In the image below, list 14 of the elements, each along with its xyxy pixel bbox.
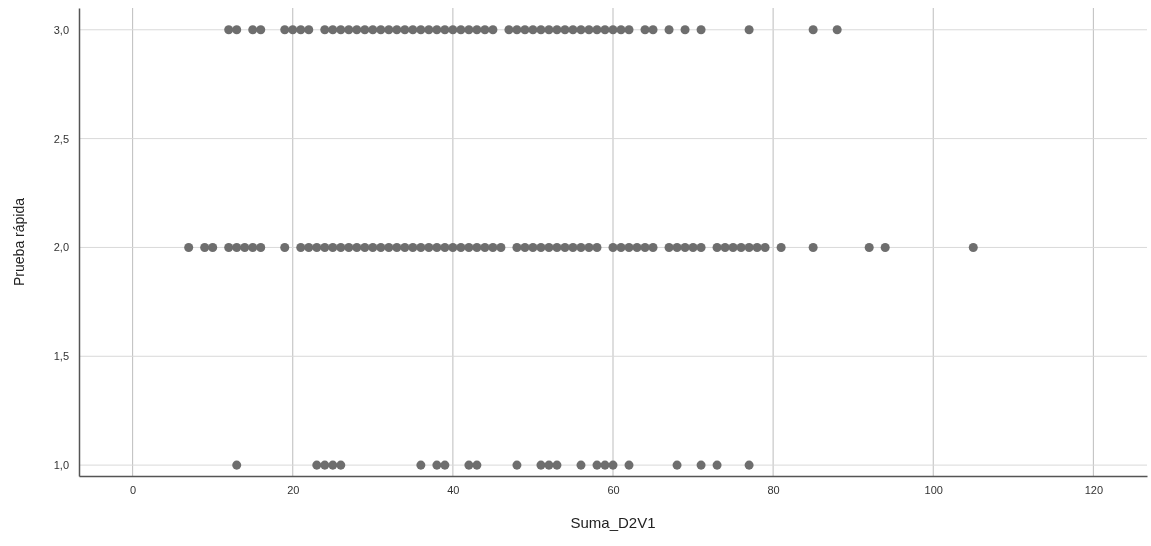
x-axis-title: Suma_D2V1 (570, 514, 656, 531)
x-tick-label: 0 (130, 483, 137, 496)
y-tick-label: 1,0 (53, 459, 69, 472)
y-tick-label: 3,0 (53, 23, 69, 36)
x-tick-label: 80 (767, 483, 780, 496)
x-tick-label: 120 (1084, 483, 1104, 496)
y-tick-label: 1,5 (53, 350, 69, 363)
x-tick-label: 60 (607, 483, 620, 496)
y-tick-label: 2,0 (53, 241, 69, 254)
y-tick-label: 2,5 (53, 132, 69, 145)
x-tick-label: 40 (447, 483, 460, 496)
x-tick-label: 100 (924, 483, 943, 496)
x-tick-label: 20 (287, 483, 300, 496)
y-axis-title: Prueba rápida (11, 197, 27, 286)
